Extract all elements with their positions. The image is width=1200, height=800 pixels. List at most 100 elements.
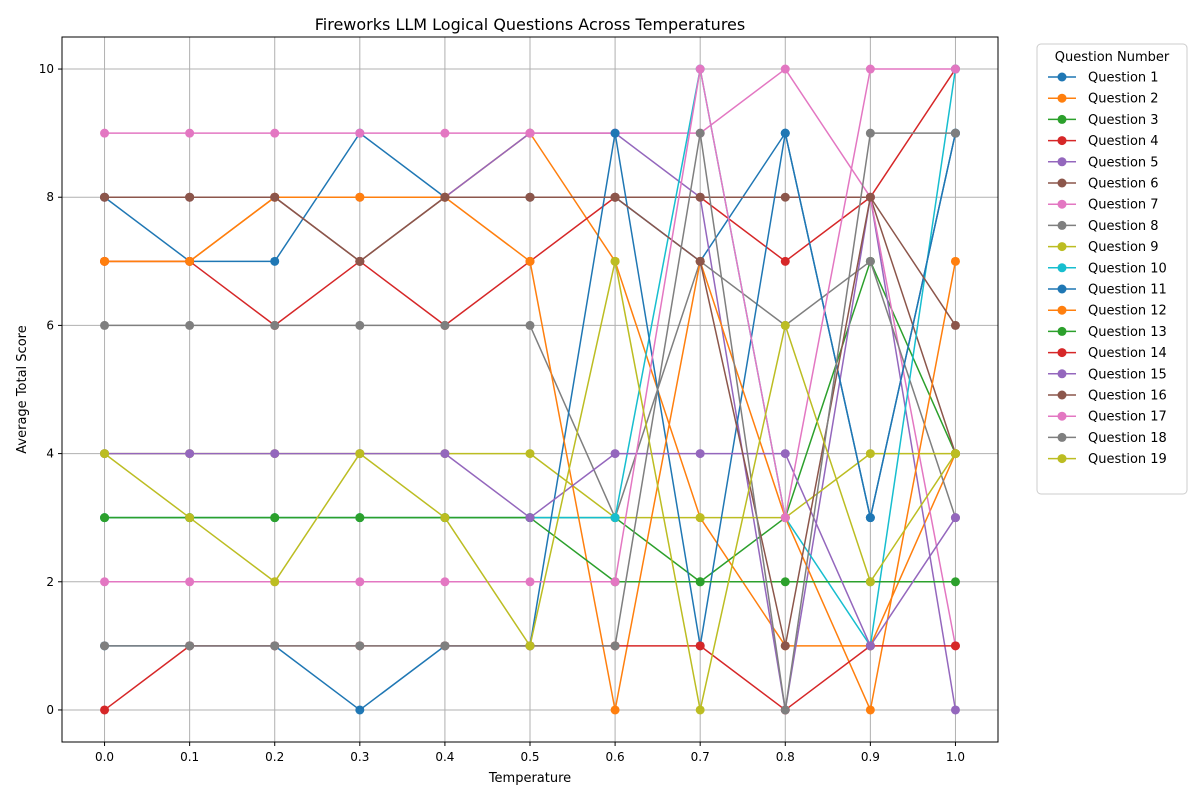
y-tick-label: 6	[46, 318, 54, 332]
data-point	[100, 320, 110, 330]
data-point	[185, 577, 195, 587]
data-point	[950, 705, 960, 715]
data-point	[100, 256, 110, 266]
data-point	[100, 577, 110, 587]
data-point	[270, 641, 280, 651]
data-point	[780, 128, 790, 138]
legend-swatch-marker	[1057, 326, 1067, 336]
legend-label: Question 6	[1088, 177, 1159, 192]
data-point	[695, 192, 705, 202]
data-point	[865, 64, 875, 74]
data-point	[185, 256, 195, 266]
legend-swatch-marker	[1057, 242, 1067, 252]
legend-label: Question 16	[1088, 389, 1167, 404]
legend-swatch-marker	[1057, 178, 1067, 188]
legend-item: Question 9	[1048, 240, 1159, 255]
legend-item: Question 17	[1048, 410, 1167, 425]
series-question-16	[100, 192, 960, 651]
legend-swatch-marker	[1057, 411, 1067, 421]
data-point	[440, 449, 450, 459]
data-point	[780, 577, 790, 587]
data-point	[865, 449, 875, 459]
legend-item: Question 3	[1048, 113, 1159, 128]
legend-label: Question 3	[1088, 113, 1159, 128]
data-point	[185, 128, 195, 138]
data-point	[440, 320, 450, 330]
data-point	[355, 705, 365, 715]
data-point	[695, 513, 705, 523]
data-point	[780, 256, 790, 266]
data-point	[100, 513, 110, 523]
legend-label: Question 4	[1088, 134, 1159, 149]
legend-swatch-marker	[1057, 263, 1067, 273]
legend-frame	[1036, 43, 1188, 495]
legend-swatch-marker	[1057, 72, 1067, 82]
data-point	[780, 705, 790, 715]
legend-label: Question 7	[1088, 198, 1159, 213]
legend-item: Question 8	[1048, 219, 1159, 234]
legend-swatch-marker	[1057, 114, 1067, 124]
x-tick-label: 0.0	[95, 750, 114, 764]
series-layer	[100, 64, 960, 715]
data-point	[780, 192, 790, 202]
legend-item: Question 11	[1048, 283, 1167, 298]
data-point	[185, 192, 195, 202]
legend-item: Question 2	[1048, 92, 1159, 107]
x-tick-label: 0.4	[435, 750, 454, 764]
data-point	[355, 577, 365, 587]
legend-item: Question 14	[1048, 346, 1167, 361]
data-point	[950, 64, 960, 74]
legend-item: Question 7	[1048, 198, 1159, 213]
data-point	[865, 128, 875, 138]
data-point	[525, 577, 535, 587]
data-point	[100, 192, 110, 202]
x-tick-label: 0.2	[265, 750, 284, 764]
legend-item: Question 12	[1048, 304, 1167, 319]
data-point	[525, 449, 535, 459]
legend-label: Question 1	[1088, 71, 1159, 86]
data-point	[355, 513, 365, 523]
data-point	[525, 192, 535, 202]
data-point	[100, 641, 110, 651]
legend-swatch-marker	[1057, 432, 1067, 442]
series-question-17	[100, 64, 960, 587]
data-point	[355, 320, 365, 330]
data-point	[270, 577, 280, 587]
data-point	[440, 577, 450, 587]
data-point	[695, 705, 705, 715]
data-point	[525, 641, 535, 651]
data-point	[270, 320, 280, 330]
data-point	[270, 256, 280, 266]
data-point	[695, 577, 705, 587]
data-point	[355, 641, 365, 651]
data-point	[440, 128, 450, 138]
data-point	[270, 192, 280, 202]
y-tick-label: 10	[39, 62, 54, 76]
data-point	[270, 513, 280, 523]
data-point	[525, 128, 535, 138]
data-point	[355, 192, 365, 202]
chart-title: Fireworks LLM Logical Questions Across T…	[315, 15, 745, 34]
data-point	[610, 449, 620, 459]
data-point	[355, 256, 365, 266]
legend-label: Question 10	[1088, 261, 1167, 276]
data-point	[695, 449, 705, 459]
data-point	[950, 641, 960, 651]
y-tick-label: 2	[46, 575, 54, 589]
plot-frame	[61, 36, 999, 743]
data-point	[865, 641, 875, 651]
data-point	[185, 513, 195, 523]
data-point	[610, 256, 620, 266]
data-point	[780, 513, 790, 523]
data-point	[865, 192, 875, 202]
data-point	[865, 705, 875, 715]
data-point	[780, 64, 790, 74]
data-point	[270, 128, 280, 138]
data-point	[695, 128, 705, 138]
data-point	[100, 128, 110, 138]
data-point	[780, 320, 790, 330]
legend-swatch-marker	[1057, 284, 1067, 294]
legend-label: Question 17	[1088, 410, 1167, 425]
legend-items: Question 1 Question 2 Question 3 Question 4…	[1048, 71, 1167, 467]
